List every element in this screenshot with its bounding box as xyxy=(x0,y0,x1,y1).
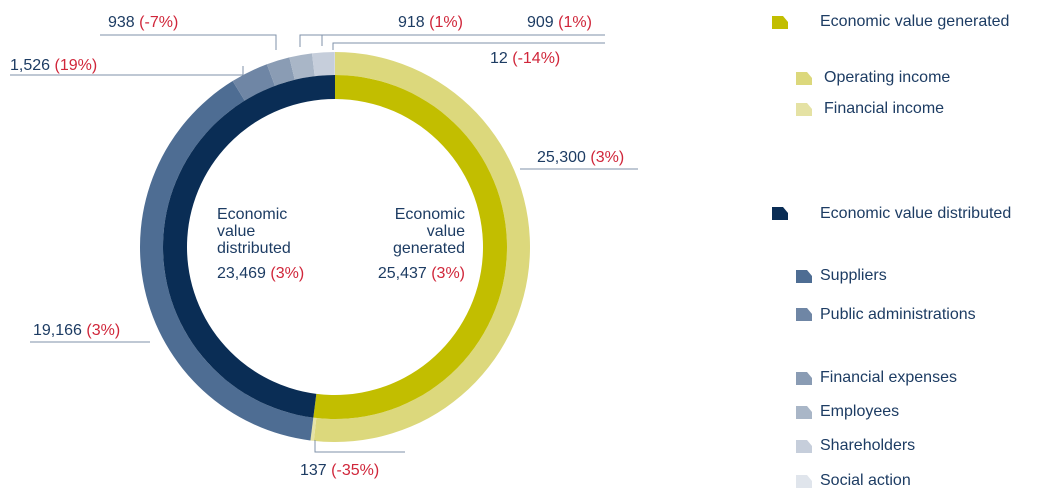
value-label: 12 (-14%) xyxy=(490,50,560,67)
legend-label: Economic value distributed xyxy=(820,205,1012,222)
legend-icon xyxy=(796,270,812,283)
value-label: 25,300 (3%) xyxy=(537,149,624,166)
center-label: Economic value generated 25,437 (3%) xyxy=(365,206,465,282)
leader-line xyxy=(100,34,277,50)
change: (3%) xyxy=(86,322,120,339)
legend-icon xyxy=(772,16,788,29)
change: (-35%) xyxy=(331,462,379,479)
legend-icon xyxy=(772,207,788,220)
value: 23,469 xyxy=(217,265,266,282)
center-label: Economic value distributed 23,469 (3%) xyxy=(217,206,317,282)
value: 25,300 xyxy=(537,149,586,166)
legend-label: Suppliers xyxy=(820,267,887,284)
legend-label: Social action xyxy=(820,472,911,489)
value: 938 xyxy=(108,14,135,31)
value-label: 1,526 (19%) xyxy=(10,57,97,74)
outer-segment xyxy=(289,53,315,80)
leader-line xyxy=(10,66,244,76)
legend-icon xyxy=(796,475,812,488)
value-label: 137 (-35%) xyxy=(300,462,379,479)
legend-label: Public administrations xyxy=(820,306,976,323)
center-value: 25,437 (3%) xyxy=(365,265,465,282)
leader-line xyxy=(314,440,405,453)
legend-icon xyxy=(796,372,812,385)
value: 25,437 xyxy=(377,265,427,282)
legend-icon xyxy=(796,406,812,419)
leader-line xyxy=(332,42,605,50)
change: (1%) xyxy=(558,14,592,31)
legend-icon xyxy=(796,72,812,85)
value: 137 xyxy=(300,462,327,479)
change: (3%) xyxy=(270,265,305,282)
legend-icon xyxy=(796,103,812,116)
inner-segment xyxy=(163,75,335,418)
value: 1,526 xyxy=(10,57,50,74)
value-label: 909 (1%) xyxy=(527,14,592,31)
legend-label: Economic value generated xyxy=(820,13,1010,30)
change: (19%) xyxy=(55,57,98,74)
value: 918 xyxy=(398,14,425,31)
center-value: 23,469 (3%) xyxy=(217,265,317,282)
change: (-14%) xyxy=(512,50,560,67)
change: (-7%) xyxy=(139,14,178,31)
inner-segment xyxy=(313,75,508,419)
outer-segment xyxy=(311,52,335,77)
change: (3%) xyxy=(431,265,465,282)
legend-icon xyxy=(796,308,812,321)
legend-icon xyxy=(796,440,812,453)
legend-label: Employees xyxy=(820,403,900,420)
value: 12 xyxy=(490,50,508,67)
outer-segment xyxy=(310,417,317,441)
center-title: Economic value distributed xyxy=(217,206,291,257)
change: (3%) xyxy=(590,149,624,166)
center-title: Economic value generated xyxy=(392,206,465,257)
value-label: 19,166 (3%) xyxy=(33,322,120,339)
change: (1%) xyxy=(429,14,463,31)
leader-line xyxy=(321,34,605,46)
value-label: 938 (-7%) xyxy=(108,14,178,31)
outer-segment xyxy=(139,81,314,441)
outer-segment xyxy=(232,64,275,101)
legend-label: Shareholders xyxy=(820,437,916,454)
legend-label: Financial expenses xyxy=(820,369,957,386)
outer-segment xyxy=(266,57,295,86)
value: 19,166 xyxy=(33,322,82,339)
leader-line xyxy=(299,34,475,47)
legend-label: Financial income xyxy=(824,100,945,117)
legend-label: Operating income xyxy=(824,69,951,86)
value: 909 xyxy=(527,14,554,31)
value-label: 918 (1%) xyxy=(398,14,463,31)
